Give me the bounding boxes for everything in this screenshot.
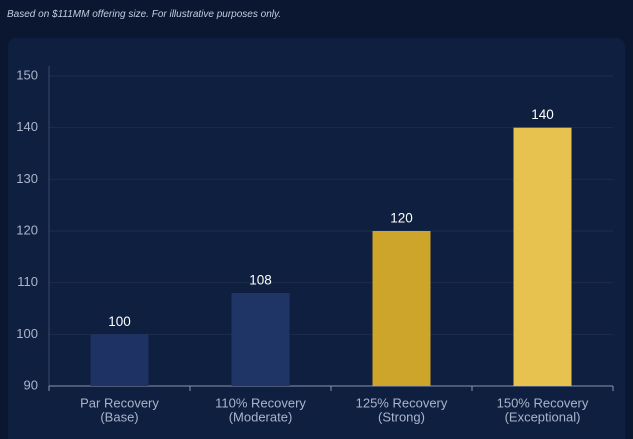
y-tick-label: 130	[16, 171, 38, 186]
y-tick-label: 120	[16, 222, 38, 237]
bar	[372, 231, 431, 386]
y-tick-label: 110	[17, 274, 38, 289]
footnote: Based on $111MM offering size. For illus…	[7, 9, 282, 20]
x-tick-label: (Moderate)	[229, 409, 293, 424]
y-tick-label: 90	[24, 377, 38, 392]
bar	[513, 127, 572, 387]
data-label: 100	[108, 314, 131, 329]
x-tick-label: 150% Recovery	[497, 395, 589, 410]
x-tick-label: (Base)	[100, 409, 138, 424]
data-label: 140	[531, 107, 554, 122]
y-tick-label: 150	[16, 67, 38, 82]
x-tick-label: (Exceptional)	[505, 409, 581, 424]
data-label: 120	[390, 211, 413, 226]
data-label: 108	[249, 273, 272, 288]
x-tick-label: Par Recovery	[80, 395, 159, 410]
x-tick-label: 125% Recovery	[356, 395, 448, 410]
bar	[231, 293, 290, 386]
x-tick-label: 110% Recovery	[215, 395, 306, 410]
y-tick-label: 100	[16, 326, 38, 341]
y-tick-label: 140	[16, 119, 38, 134]
x-tick-label: (Strong)	[378, 409, 425, 424]
bar	[90, 334, 149, 386]
